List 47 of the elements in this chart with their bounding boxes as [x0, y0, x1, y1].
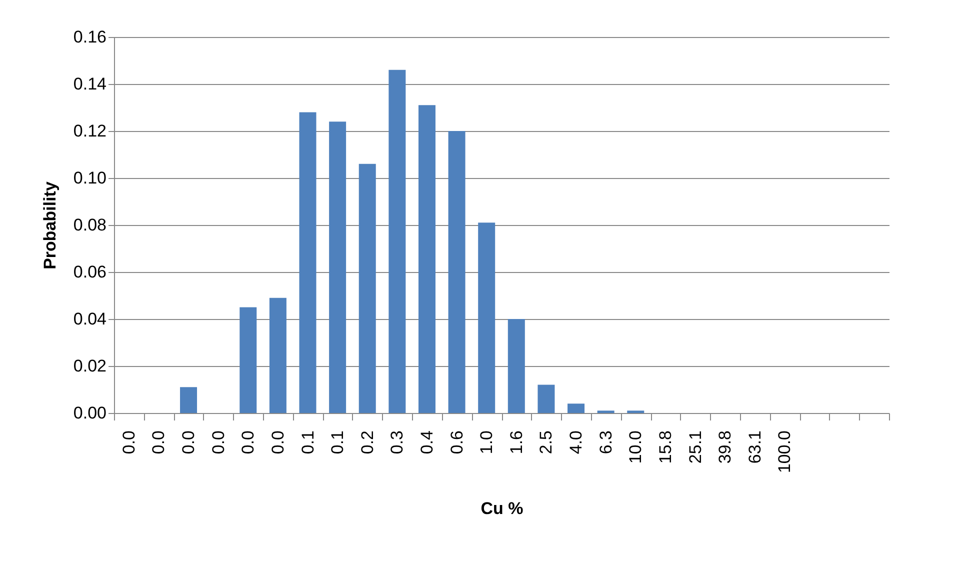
x-tick-label: 10.0: [626, 430, 646, 464]
x-tick-label: 100.0: [775, 430, 794, 474]
bar: [299, 112, 316, 413]
bar: [448, 131, 466, 413]
x-tick-label: 15.8: [656, 430, 675, 464]
y-tick-label: 0.12: [73, 122, 106, 140]
bar: [418, 105, 436, 413]
x-tick-label: 0.6: [447, 430, 466, 454]
x-tick-label: 0.0: [208, 430, 228, 454]
x-tick-label: 0.0: [179, 430, 198, 454]
bar: [358, 164, 376, 413]
y-tick-label: 0.08: [73, 216, 106, 234]
y-tick-label: 0.06: [73, 262, 106, 282]
x-tick-label: 4.0: [566, 430, 586, 454]
bar: [180, 387, 198, 413]
x-tick-label: 0.0: [238, 430, 258, 454]
y-tick-label: 0.00: [73, 404, 106, 422]
x-tick-label: 25.1: [686, 430, 705, 464]
x-axis-title: Cu %: [480, 499, 524, 518]
x-tick-label: 0.4: [417, 430, 436, 454]
x-tick-label: 0.3: [388, 430, 407, 454]
x-tick-label: 0.1: [298, 430, 318, 454]
y-tick-label: 0.04: [73, 310, 106, 328]
x-tick-label: 6.3: [596, 430, 616, 454]
bar: [568, 404, 585, 413]
y-axis-title: Probability: [40, 181, 60, 270]
x-tick-label: 1.0: [477, 430, 496, 454]
x-tick-label: 0.0: [149, 430, 168, 454]
y-tick-label: 0.16: [73, 28, 106, 46]
bar: [240, 307, 257, 413]
x-tick-label: 0.1: [328, 430, 348, 454]
y-tick-label: 0.10: [73, 168, 106, 188]
x-tick-label: 0.2: [358, 430, 377, 454]
x-tick-label: 0.0: [119, 430, 138, 454]
bar: [508, 319, 525, 413]
y-tick-label: 0.02: [73, 356, 106, 376]
x-tick-label: 1.6: [506, 430, 526, 454]
x-tick-label: 63.1: [745, 430, 764, 464]
x-tick-label: 39.8: [716, 430, 735, 464]
bar: [478, 222, 496, 413]
y-tick-label: 0.14: [73, 74, 106, 94]
bar: [269, 298, 286, 413]
x-tick-label: 0.0: [268, 430, 288, 454]
bar: [538, 384, 555, 413]
bar: [388, 70, 406, 413]
x-tick-label: 2.5: [536, 430, 556, 454]
bar: [329, 122, 346, 413]
